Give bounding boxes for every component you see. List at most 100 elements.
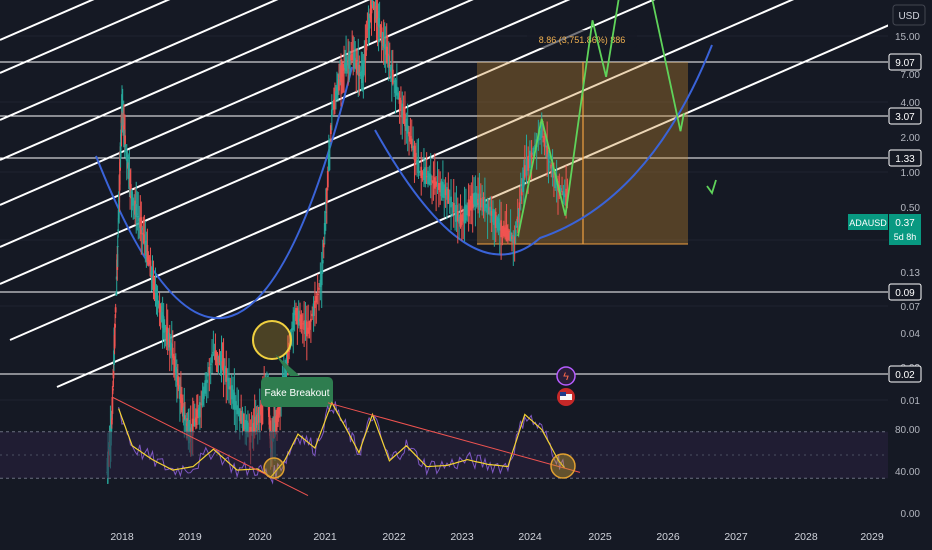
osc-tick-label: 0.00 (901, 509, 921, 520)
candle-body (471, 193, 474, 209)
x-tick-label: 2029 (860, 531, 884, 543)
level-label: 0.02 (895, 370, 915, 381)
candle-body (553, 176, 555, 178)
candle-body (534, 145, 536, 150)
candle-body (425, 176, 428, 178)
candle-body (185, 418, 188, 426)
candle-body (251, 423, 254, 437)
candle-body (139, 217, 142, 228)
candle-body (312, 303, 315, 316)
candle-body (233, 392, 236, 410)
lightning-icon-glyph: ϟ (563, 371, 569, 383)
candle-body (201, 391, 204, 406)
candle-body (316, 293, 319, 295)
callout-pointer (275, 354, 300, 376)
channel-line-5 (0, 0, 474, 206)
projection-arrowhead (706, 179, 717, 196)
candle-body (466, 205, 469, 216)
candle-body (274, 422, 276, 437)
candle-body (218, 356, 221, 365)
candle-body (469, 201, 471, 210)
candle-body (115, 293, 118, 295)
candle-body (369, 8, 372, 18)
candle-body (234, 401, 237, 410)
candle-body (383, 44, 386, 50)
candle-body (133, 203, 136, 206)
candle-body (225, 367, 228, 382)
candle-body (333, 99, 335, 110)
candle-body (421, 171, 424, 175)
candle-body (326, 170, 329, 188)
oscillator-pane (0, 396, 888, 497)
candle-body (437, 182, 440, 190)
candle-body (349, 54, 352, 64)
candle-body (550, 164, 553, 169)
candle-body (347, 61, 350, 63)
candle-body (398, 97, 401, 104)
candle-body (547, 154, 550, 159)
candle-body (376, 11, 379, 26)
candle-body (345, 57, 347, 72)
x-tick-label: 2019 (178, 531, 202, 543)
candle-body (252, 422, 255, 432)
candle-body (219, 362, 222, 364)
candle-body (473, 193, 475, 204)
candle-body (305, 321, 308, 337)
candle-body (278, 404, 280, 415)
candle-body (260, 403, 263, 411)
candle-body (147, 255, 150, 262)
candle-body (460, 214, 463, 225)
candle-body (368, 13, 371, 29)
candle-body (215, 352, 218, 361)
candle-body (450, 196, 452, 208)
candle-body (467, 199, 470, 217)
channel-line-1 (56, 5, 932, 388)
candle-body (167, 333, 170, 348)
candle-body (474, 192, 477, 207)
candle-body (520, 188, 523, 196)
candle-body (284, 364, 287, 382)
candle-body (240, 410, 243, 424)
currency-button[interactable] (892, 4, 926, 26)
candle-body (402, 106, 405, 124)
cup-curves (95, 44, 713, 319)
candle-body (175, 369, 178, 383)
level-label: 0.09 (895, 288, 915, 299)
candle-body (416, 159, 419, 165)
candle-body (315, 295, 318, 303)
candle-body (144, 242, 147, 245)
candle-body (321, 260, 324, 264)
candle-body (198, 402, 201, 418)
candle-body (230, 385, 233, 400)
candle-body (168, 339, 171, 348)
candle-body (121, 110, 124, 113)
candle-body (226, 377, 229, 381)
candle-body (256, 412, 259, 422)
candle-body (286, 349, 289, 363)
candle-body (341, 62, 343, 77)
candle-body (204, 380, 207, 394)
candle-body (379, 24, 382, 37)
candle-body (124, 135, 126, 147)
candle-body (173, 356, 176, 373)
candle-body (190, 423, 193, 436)
event-lightning-icon (556, 366, 576, 386)
candle-body (478, 193, 481, 211)
candle-body (275, 416, 277, 434)
candle-body (112, 388, 114, 391)
candle-body (154, 289, 157, 293)
candle-body (496, 216, 498, 228)
candle-body (208, 366, 211, 373)
candle-body (238, 408, 241, 422)
x-tick-label: 2026 (656, 531, 680, 543)
candle-body (323, 223, 326, 235)
candle-body (183, 412, 186, 418)
candle-body (528, 150, 531, 168)
candle-body (300, 314, 303, 329)
candle-body (164, 330, 167, 332)
candle-body (117, 229, 120, 232)
candle-body (418, 171, 421, 173)
level-label-box (888, 365, 922, 383)
candle-body (361, 70, 364, 83)
candle-body (451, 204, 454, 206)
